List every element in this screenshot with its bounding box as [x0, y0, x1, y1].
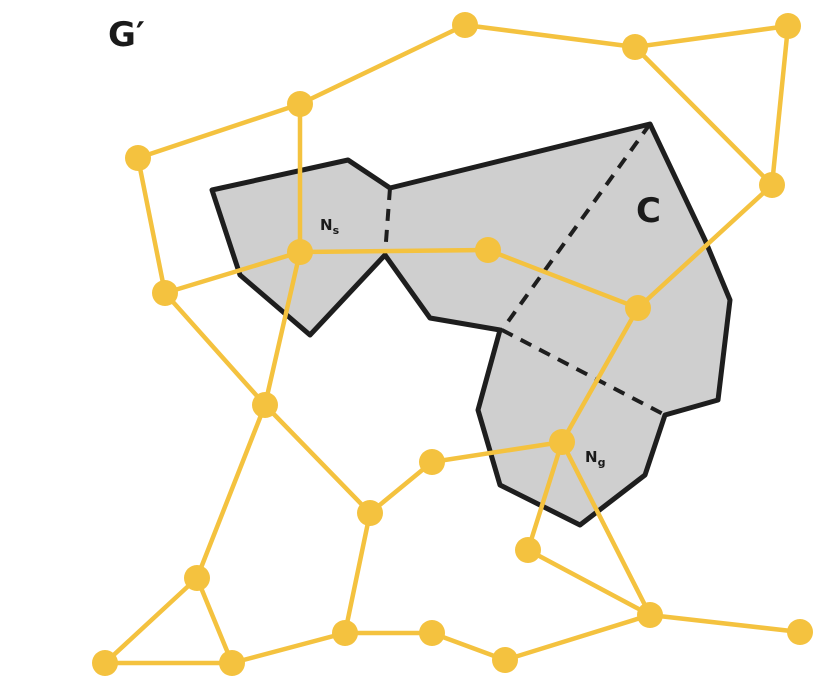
start-node-label: Ns — [320, 216, 340, 237]
graph-node — [492, 647, 518, 673]
graph-node — [287, 91, 313, 117]
graph-node-start — [287, 239, 313, 265]
graph-edge — [367, 459, 435, 516]
graph-edge — [162, 290, 268, 408]
graph-edges — [102, 22, 803, 666]
graph-node — [637, 602, 663, 628]
region-label: C — [636, 191, 661, 231]
graph-edge — [194, 402, 268, 581]
graph-edge — [462, 22, 638, 50]
graph-edge — [632, 23, 791, 50]
graph-edge — [135, 155, 168, 296]
graph-node — [515, 537, 541, 563]
graph-node — [184, 565, 210, 591]
region-c-polygon — [209, 121, 733, 528]
graph-edge — [502, 612, 653, 663]
graph-node-goal — [549, 429, 575, 455]
start-node-label-main: N — [320, 216, 333, 234]
graph-node — [475, 237, 501, 263]
graph-node — [419, 449, 445, 475]
graph-node — [775, 13, 801, 39]
graph-edge — [102, 575, 200, 666]
region-c — [209, 121, 733, 528]
graph-edge — [485, 247, 641, 311]
goal-node-label-sub: g — [598, 456, 606, 469]
graph-edge — [647, 612, 803, 635]
graph-node — [787, 619, 813, 645]
graph-node — [152, 280, 178, 306]
graph-edge — [635, 182, 775, 311]
graph-edge — [525, 439, 565, 553]
graph-edge — [769, 23, 791, 188]
partition-line-left — [383, 187, 392, 256]
graph-node — [452, 12, 478, 38]
graph-edge — [342, 510, 373, 636]
graph-nodes — [92, 12, 813, 676]
graph-node — [759, 172, 785, 198]
graph-node — [419, 620, 445, 646]
graph-edge — [559, 439, 653, 618]
graph-edge — [525, 547, 653, 618]
graph-edge — [194, 575, 235, 666]
graph-edge — [297, 22, 468, 107]
partition-line-horizontal — [501, 328, 666, 417]
graph-node — [357, 500, 383, 526]
graph-node — [625, 295, 651, 321]
graph-edge — [229, 630, 348, 666]
graph-edge — [262, 402, 373, 516]
partition-line-diagonal — [500, 122, 652, 332]
region-partition-lines — [383, 122, 666, 417]
goal-node-label: Ng — [585, 448, 605, 469]
graph-edge — [559, 305, 641, 445]
graph-edge — [135, 101, 303, 161]
graph-node — [92, 650, 118, 676]
graph-node — [252, 392, 278, 418]
graph-edge — [262, 249, 303, 408]
graph-node — [219, 650, 245, 676]
graph-edge — [429, 439, 565, 465]
graph-label: G′ — [108, 15, 145, 55]
graph-edge — [297, 247, 491, 255]
goal-node-label-main: N — [585, 448, 598, 466]
graph-node — [125, 145, 151, 171]
graph-edge — [632, 44, 775, 188]
graph-edge — [162, 249, 303, 296]
graph-node — [622, 34, 648, 60]
start-node-label-sub: s — [333, 224, 340, 237]
graph-node — [332, 620, 358, 646]
